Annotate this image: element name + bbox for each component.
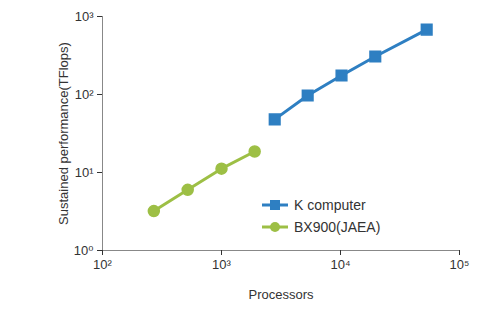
svg-text:10⁰: 10⁰ [74, 243, 94, 258]
svg-text:10²: 10² [93, 257, 112, 272]
svg-text:10⁵: 10⁵ [450, 257, 470, 272]
svg-text:Processors: Processors [248, 287, 314, 302]
svg-text:10⁴: 10⁴ [330, 257, 350, 272]
svg-text:Sustained performance(TFlops): Sustained performance(TFlops) [56, 42, 71, 225]
svg-text:10³: 10³ [212, 257, 231, 272]
svg-text:10²: 10² [75, 87, 94, 102]
html-text:BX900(JAEA): BX900(JAEA) [294, 219, 381, 235]
svg-text:10¹: 10¹ [75, 165, 94, 180]
html-text:K computer: K computer [294, 197, 366, 213]
svg-text:10³: 10³ [75, 9, 94, 24]
